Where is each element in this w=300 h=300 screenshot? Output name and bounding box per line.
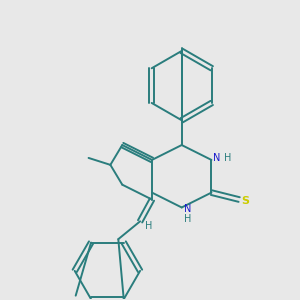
Text: H: H: [224, 153, 232, 163]
Text: H: H: [145, 221, 152, 231]
Text: N: N: [184, 204, 191, 214]
Text: S: S: [241, 196, 249, 206]
Text: N: N: [213, 153, 221, 163]
Text: H: H: [184, 214, 191, 224]
